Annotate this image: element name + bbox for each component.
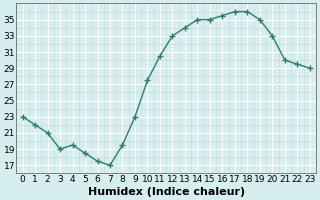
- X-axis label: Humidex (Indice chaleur): Humidex (Indice chaleur): [88, 187, 245, 197]
